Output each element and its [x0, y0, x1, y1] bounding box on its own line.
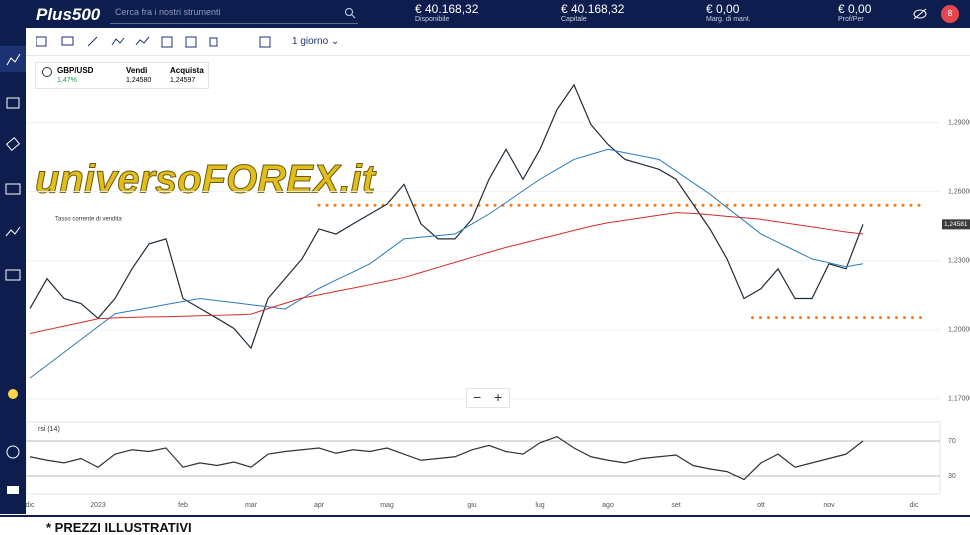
buy-price[interactable]: 1,24597 — [170, 77, 196, 84]
search[interactable]: Cerca fra i nostri strumenti — [110, 4, 358, 24]
hide-icon[interactable] — [912, 7, 928, 21]
nav-icon[interactable] — [7, 486, 19, 494]
y-tick-label: 1,26000 — [948, 189, 970, 196]
x-tick-label: mar — [245, 502, 258, 509]
stat-value: € 0,00 — [706, 2, 740, 16]
tool-icon[interactable] — [185, 36, 197, 48]
zoom-out[interactable]: − — [473, 389, 482, 405]
x-tick-label: lug — [535, 502, 544, 509]
tool-icon[interactable] — [135, 36, 150, 46]
x-tick-label: feb — [178, 502, 188, 509]
panel-title: rsi (14) — [38, 426, 60, 433]
x-tick-label: dic — [910, 502, 919, 509]
info-icon[interactable] — [42, 67, 52, 77]
nav-icon[interactable] — [6, 97, 20, 109]
logo[interactable]: Plus500 — [36, 5, 101, 24]
y-tick-label: 1,17000 — [948, 396, 970, 403]
tool-icon[interactable] — [259, 36, 271, 48]
x-tick-label: ott — [757, 502, 765, 509]
sell-label: Vendi — [126, 66, 148, 75]
rsi-panel — [25, 421, 941, 495]
x-tick-label: dic — [26, 502, 35, 509]
nav-icon[interactable] — [8, 389, 18, 399]
tool-icon[interactable] — [111, 37, 125, 46]
change: 1,47% — [57, 77, 77, 84]
series-line — [29, 148, 864, 379]
stat: € 40.168,32 Capitale — [561, 2, 624, 23]
stat-label: Disponibile — [415, 16, 450, 23]
timeframe-label: 1 giorno — [292, 36, 329, 47]
nav-icon[interactable] — [6, 445, 20, 459]
stat-label: Capitale — [561, 16, 587, 23]
stat: € 40.168,32 Disponibile — [415, 2, 478, 23]
x-tick-label: apr — [314, 502, 325, 509]
buy-label: Acquista — [170, 66, 204, 75]
header: Plus500 Cerca fra i nostri strumenti € 4… — [0, 0, 970, 28]
y-tick-label: 30 — [948, 473, 956, 480]
tool-icon[interactable] — [61, 36, 74, 46]
sidebar — [0, 28, 26, 514]
x-tick-label: 2023 — [90, 502, 106, 509]
nav-icon[interactable] — [5, 226, 21, 237]
x-tick-label: giu — [467, 502, 476, 509]
tool-icon[interactable] — [161, 36, 173, 48]
tool-icon[interactable] — [87, 36, 98, 47]
annotation: Tasso corrente di vendita — [55, 217, 122, 223]
series-line — [29, 212, 864, 334]
stat-value: € 0,00 — [838, 2, 872, 16]
timeframe[interactable]: 1 giorno ⌄ — [292, 36, 340, 47]
tool-icon[interactable] — [36, 36, 47, 47]
series-line — [29, 435, 864, 481]
x-tick-label: ago — [602, 502, 614, 509]
nav-icon[interactable] — [5, 137, 21, 151]
series-line — [29, 83, 864, 350]
toolbar-icons — [36, 36, 271, 48]
x-tick-label: set — [671, 502, 680, 509]
tool-icon[interactable] — [209, 37, 218, 47]
nav-icon[interactable] — [5, 269, 21, 281]
nav-icon[interactable] — [6, 53, 21, 66]
search-placeholder: Cerca fra i nostri strumenti — [115, 7, 221, 17]
x-tick-label: nov — [823, 502, 835, 509]
chart-bg — [26, 55, 970, 515]
stat-label: Marg. di mant. — [706, 16, 751, 23]
nav-active[interactable] — [0, 46, 26, 72]
watermark: universoFOREX.it — [35, 158, 377, 202]
stat-value: € 40.168,32 — [415, 2, 479, 16]
toolbar: 1 giorno ⌄ — [26, 28, 970, 56]
y-tick-label: 1,20000 — [948, 327, 970, 334]
y-tick-label: 1,29000 — [948, 119, 970, 126]
x-tick-label: mag — [380, 502, 394, 509]
instrument-box: GBP/USD 1,47% Vendi 1,24580 Acquista 1,2… — [35, 62, 209, 89]
stat: € 0,00 Prof/Per — [838, 2, 871, 23]
zoom-controls: − + — [466, 388, 510, 408]
y-tick-label: 70 — [948, 438, 956, 445]
disclaimer: * PREZZI ILLUSTRATIVI — [46, 520, 192, 535]
stat-label: Prof/Per — [838, 16, 864, 23]
y-tick-label: 1,23000 — [948, 258, 970, 265]
search-icon — [345, 8, 356, 19]
notification-badge[interactable]: 8 — [941, 5, 959, 23]
footer: * PREZZI ILLUSTRATIVI — [0, 515, 970, 535]
sidebar-icons — [0, 46, 26, 494]
symbol: GBP/USD — [57, 66, 94, 75]
zoom-in[interactable]: + — [494, 389, 503, 405]
price-tag — [942, 219, 970, 230]
price-tag-label: 1,24581 — [944, 221, 968, 228]
nav-icon[interactable] — [5, 183, 21, 195]
sell-price[interactable]: 1,24580 — [126, 77, 152, 84]
stat: € 0,00 Marg. di mant. — [706, 2, 751, 23]
stat-value: € 40.168,32 — [561, 2, 625, 16]
